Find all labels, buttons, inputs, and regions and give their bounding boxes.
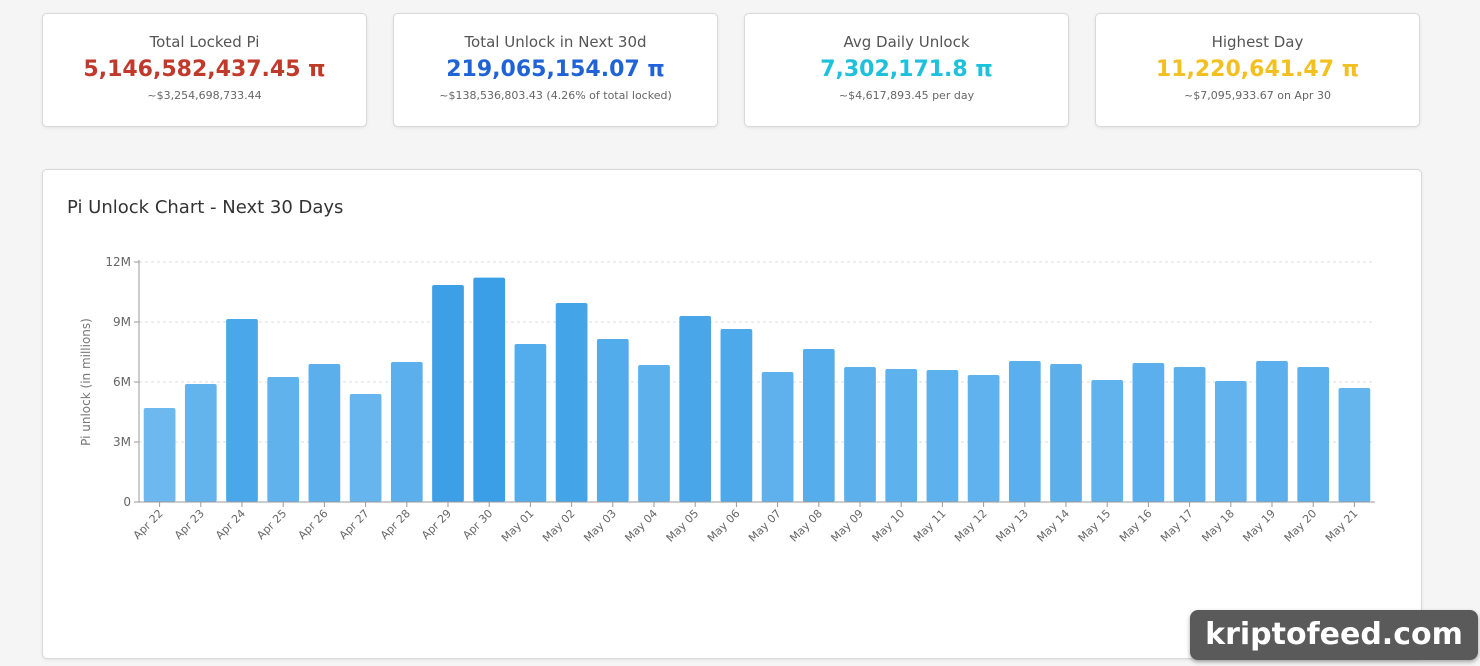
bar xyxy=(226,319,258,502)
stat-card-highest-day: Highest Day 11,220,641.47 π ~$7,095,933.… xyxy=(1095,13,1420,127)
bar xyxy=(1338,388,1371,502)
stat-card-avg-daily: Avg Daily Unlock 7,302,171.8 π ~$4,617,8… xyxy=(744,13,1069,127)
stat-subtext: ~$4,617,893.45 per day xyxy=(838,89,975,102)
stat-value: 11,220,641.47 π xyxy=(1155,57,1360,82)
y-axis-title: Pi unlock (in millions) xyxy=(79,318,93,446)
x-tick-label: Apr 25 xyxy=(254,507,289,542)
x-tick-label: Apr 26 xyxy=(295,507,330,542)
bar xyxy=(432,285,464,502)
stat-value: 5,146,582,437.45 π xyxy=(83,57,326,82)
bar xyxy=(1173,367,1206,502)
stat-subtext: ~$3,254,698,733.44 xyxy=(147,89,262,102)
bar xyxy=(1256,361,1288,502)
chart-card: Pi Unlock Chart - Next 30 Days 0 3M 6M 9M 12… xyxy=(42,169,1422,659)
x-tick-label: May 12 xyxy=(952,507,990,545)
x-tick-label: May 17 xyxy=(1158,507,1196,545)
x-tick-label: May 02 xyxy=(540,507,578,545)
bar xyxy=(473,277,506,502)
x-tick-label: Apr 29 xyxy=(419,507,454,542)
x-tick-label: May 06 xyxy=(705,507,743,545)
bar xyxy=(802,349,835,502)
y-tick-label: 0 xyxy=(123,495,131,509)
y-tick-label: 6M xyxy=(113,375,131,389)
x-tick-label: May 18 xyxy=(1199,507,1237,545)
y-tick-label: 9M xyxy=(113,315,131,329)
x-tick-label: Apr 24 xyxy=(213,507,248,542)
stat-title: Total Locked Pi xyxy=(149,33,260,51)
x-tick-label: May 20 xyxy=(1282,507,1320,545)
bar xyxy=(638,365,670,502)
bar xyxy=(1132,363,1165,502)
stat-card-total-locked: Total Locked Pi 5,146,582,437.45 π ~$3,2… xyxy=(42,13,367,127)
x-tick-label: May 08 xyxy=(787,507,825,545)
y-tick-label: 12M xyxy=(105,255,131,269)
stat-value: 7,302,171.8 π xyxy=(820,57,993,82)
watermark-logo: kriptofeed.com xyxy=(1190,610,1478,660)
x-tick-label: May 19 xyxy=(1240,507,1278,545)
x-tick-label: Apr 27 xyxy=(337,507,372,542)
bar xyxy=(555,303,588,502)
x-tick-label: May 10 xyxy=(870,507,908,545)
stat-value: 219,065,154.07 π xyxy=(446,57,665,82)
bar xyxy=(514,344,547,502)
y-tick-label: 3M xyxy=(113,435,131,449)
x-tick-label: Apr 22 xyxy=(131,507,166,542)
bar xyxy=(967,375,1000,502)
bar xyxy=(1214,381,1247,502)
x-tick-label: May 11 xyxy=(911,507,949,545)
x-tick-label: May 03 xyxy=(581,507,619,545)
bar xyxy=(761,372,794,502)
x-tick-label: May 15 xyxy=(1076,507,1114,545)
x-tick-label: May 13 xyxy=(993,507,1031,545)
x-tick-label: May 14 xyxy=(1034,507,1072,545)
bar xyxy=(184,384,217,502)
bar xyxy=(1008,361,1041,502)
x-tick-label: May 21 xyxy=(1323,507,1361,545)
bar xyxy=(844,367,876,502)
bar xyxy=(1091,380,1124,502)
bar xyxy=(720,329,753,502)
chart-title: Pi Unlock Chart - Next 30 Days xyxy=(67,197,344,218)
x-tick-label: Apr 28 xyxy=(378,507,413,542)
x-tick-label: May 01 xyxy=(499,507,537,545)
bar xyxy=(596,339,629,502)
x-tick-label: May 05 xyxy=(664,507,702,545)
bar xyxy=(926,370,959,502)
bar xyxy=(885,369,918,502)
x-tick-label: May 04 xyxy=(622,507,660,545)
x-tick-label: May 09 xyxy=(828,507,866,545)
stat-title: Total Unlock in Next 30d xyxy=(464,33,647,51)
stat-card-unlock-30d: Total Unlock in Next 30d 219,065,154.07 … xyxy=(393,13,718,127)
bar xyxy=(308,364,341,502)
stat-subtext: ~$138,536,803.43 (4.26% of total locked) xyxy=(439,89,672,102)
stat-title: Highest Day xyxy=(1211,33,1304,51)
x-tick-label: Apr 30 xyxy=(460,507,495,542)
bar xyxy=(390,362,423,502)
bar xyxy=(349,394,382,502)
stat-subtext: ~$7,095,933.67 on Apr 30 xyxy=(1184,89,1331,102)
bar xyxy=(679,316,712,502)
bar xyxy=(1297,367,1330,502)
x-tick-label: Apr 23 xyxy=(172,507,207,542)
bar xyxy=(143,408,176,502)
bar xyxy=(267,377,300,502)
x-tick-label: May 07 xyxy=(746,507,784,545)
x-tick-label: May 16 xyxy=(1117,507,1155,545)
stat-title: Avg Daily Unlock xyxy=(843,33,970,51)
bar xyxy=(1050,364,1082,502)
